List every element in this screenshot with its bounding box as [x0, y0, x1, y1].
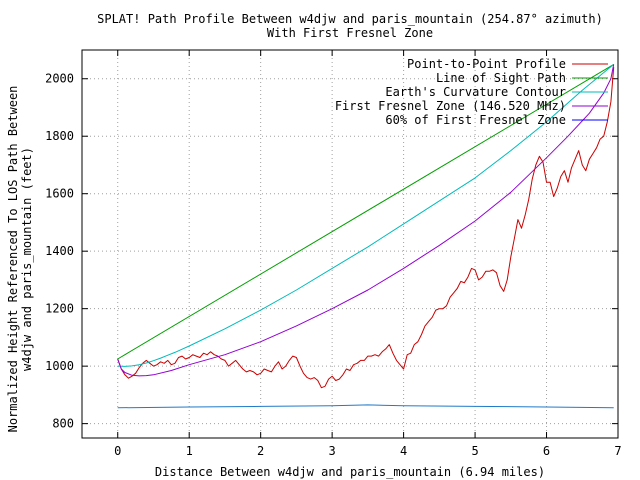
x-tick-label: 4	[400, 444, 407, 458]
plot-frame	[81, 49, 619, 439]
y-tick-label: 1000	[45, 359, 74, 373]
chart-subtitle: With First Fresnel Zone	[267, 26, 433, 40]
series	[117, 63, 615, 409]
y-tick-label: 800	[52, 417, 74, 431]
x-tick-label: 7	[614, 444, 621, 458]
x-tick-label: 6	[543, 444, 550, 458]
legend-label: First Fresnel Zone (146.520 MHz)	[335, 99, 566, 113]
series-line-0	[117, 67, 615, 389]
x-tick-label: 1	[186, 444, 193, 458]
y-tick-label: 1600	[45, 187, 74, 201]
series-line-3	[117, 64, 615, 377]
series-line-2	[117, 64, 615, 367]
ticks: 0 1 2 3 4 5 6 7 800 1000 1200 1400 1600 1800 2000	[45, 50, 622, 458]
x-tick-label: 2	[257, 444, 264, 458]
y-tick-label: 1400	[45, 244, 74, 258]
legend-label: 60% of First Fresnel Zone	[385, 113, 566, 127]
legend-label: Point-to-Point Profile	[407, 57, 566, 71]
series-line-5	[117, 404, 614, 409]
x-tick-label: 5	[471, 444, 478, 458]
chart-title: SPLAT! Path Profile Between w4djw and pa…	[97, 12, 603, 26]
x-tick-label: 3	[329, 444, 336, 458]
y-axis-label-line1: Normalized Height Referenced To LOS Path…	[6, 86, 20, 433]
legend-label: Earth's Curvature Contour	[385, 85, 566, 99]
x-axis-label: Distance Between w4djw and paris_mountai…	[155, 465, 545, 479]
y-tick-label: 2000	[45, 72, 74, 86]
y-axis-label-line2: w4djw and paris_mountain (feet)	[20, 147, 34, 371]
y-tick-label: 1800	[45, 129, 74, 143]
series-line-1	[117, 63, 614, 360]
y-tick-label: 1200	[45, 302, 74, 316]
legend-label: Line of Sight Path	[436, 71, 566, 85]
x-tick-label: 0	[114, 444, 121, 458]
